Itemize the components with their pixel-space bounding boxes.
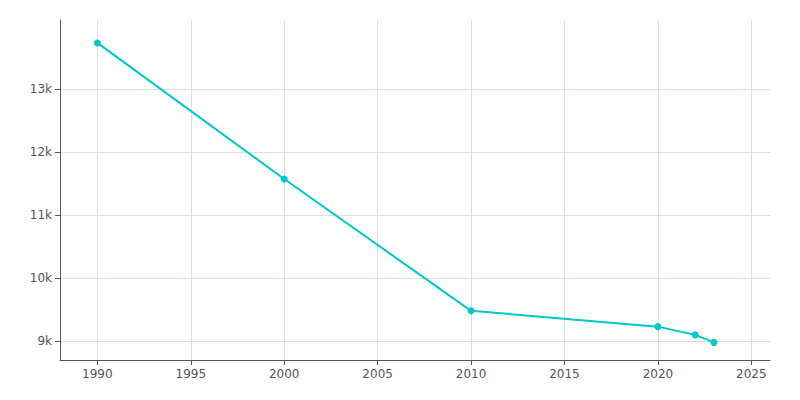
svg-text:9k: 9k [37, 334, 52, 348]
svg-text:10k: 10k [30, 271, 52, 285]
svg-text:11k: 11k [30, 208, 52, 222]
svg-text:2020: 2020 [643, 367, 674, 381]
svg-text:2010: 2010 [456, 367, 487, 381]
svg-text:13k: 13k [30, 82, 52, 96]
svg-text:1995: 1995 [176, 367, 207, 381]
svg-text:2025: 2025 [736, 367, 767, 381]
svg-text:2015: 2015 [549, 367, 580, 381]
svg-text:2005: 2005 [362, 367, 393, 381]
svg-text:2000: 2000 [269, 367, 300, 381]
svg-text:1990: 1990 [82, 367, 113, 381]
svg-text:12k: 12k [30, 145, 52, 159]
